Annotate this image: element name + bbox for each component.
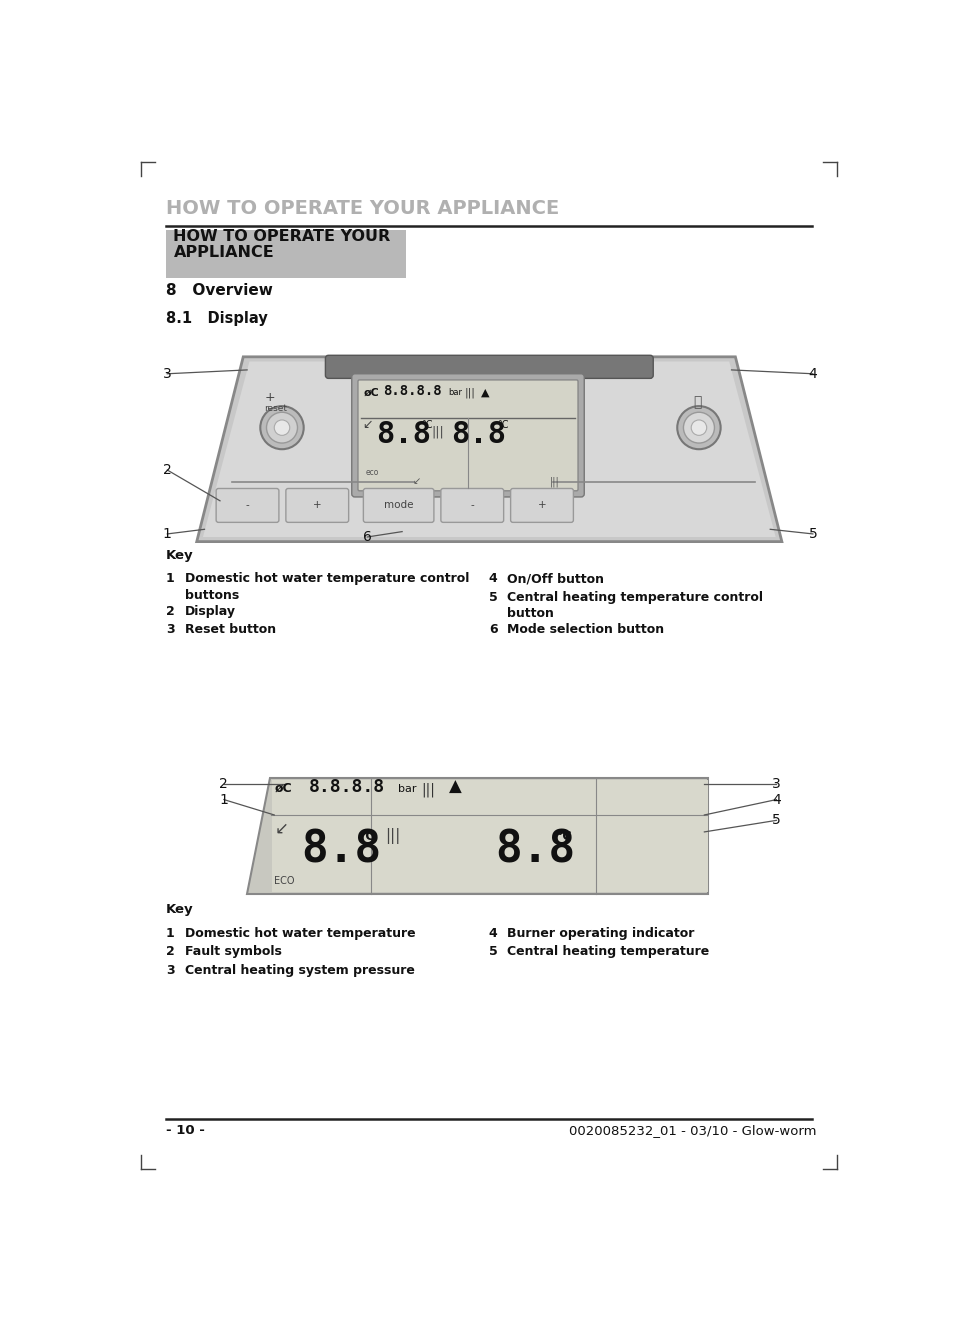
FancyBboxPatch shape <box>352 374 583 497</box>
Text: °C: °C <box>359 829 375 842</box>
Text: ⏻: ⏻ <box>693 395 701 409</box>
Text: 6: 6 <box>362 530 372 544</box>
Text: 3: 3 <box>166 623 174 637</box>
Text: reset: reset <box>264 403 287 413</box>
Text: 6: 6 <box>488 623 497 637</box>
Text: 3: 3 <box>771 778 780 791</box>
Text: 5: 5 <box>771 813 780 828</box>
Circle shape <box>677 406 720 449</box>
Text: mode: mode <box>383 501 413 510</box>
Text: APPLIANCE: APPLIANCE <box>173 245 274 260</box>
Text: Central heating temperature: Central heating temperature <box>506 945 708 958</box>
FancyBboxPatch shape <box>272 779 707 892</box>
Text: Burner operating indicator: Burner operating indicator <box>506 927 694 940</box>
Text: 8.8: 8.8 <box>451 420 505 449</box>
Text: 4: 4 <box>807 366 817 381</box>
Circle shape <box>266 413 297 443</box>
Text: 1: 1 <box>166 572 174 585</box>
Text: 8.8.8.8: 8.8.8.8 <box>382 385 441 398</box>
Text: Fault symbols: Fault symbols <box>185 945 282 958</box>
FancyBboxPatch shape <box>363 489 434 522</box>
Text: øC: øC <box>363 387 378 397</box>
Text: øC: øC <box>274 782 293 795</box>
Text: |||: ||| <box>421 783 435 797</box>
Text: 8.8.8.8: 8.8.8.8 <box>309 778 385 796</box>
Text: |||: ||| <box>431 426 444 439</box>
Text: °C: °C <box>557 829 572 842</box>
Text: 8.1   Display: 8.1 Display <box>166 311 267 326</box>
Text: 5: 5 <box>488 590 497 604</box>
Text: -: - <box>245 501 249 510</box>
Text: ECO: ECO <box>274 876 294 886</box>
FancyBboxPatch shape <box>286 489 348 522</box>
Text: °C: °C <box>421 419 433 430</box>
FancyBboxPatch shape <box>510 489 573 522</box>
Text: Central heating system pressure: Central heating system pressure <box>185 963 415 977</box>
Text: ↙: ↙ <box>362 418 373 431</box>
Text: 1: 1 <box>219 792 228 807</box>
Text: Central heating temperature control
button: Central heating temperature control butt… <box>506 590 762 621</box>
Text: Domestic hot water temperature control
buttons: Domestic hot water temperature control b… <box>185 572 469 602</box>
Text: 8.8: 8.8 <box>376 420 431 449</box>
Text: 4: 4 <box>488 927 497 940</box>
Text: Key: Key <box>166 903 193 916</box>
Text: +: + <box>313 501 321 510</box>
Text: +: + <box>265 390 275 403</box>
Text: bar: bar <box>448 389 462 397</box>
Text: |||: ||| <box>385 828 400 844</box>
Text: 4: 4 <box>488 572 497 585</box>
Text: ▲: ▲ <box>448 778 461 796</box>
Text: HOW TO OPERATE YOUR APPLIANCE: HOW TO OPERATE YOUR APPLIANCE <box>166 199 558 217</box>
FancyBboxPatch shape <box>440 489 503 522</box>
Text: ▲: ▲ <box>480 387 489 397</box>
Text: 4: 4 <box>771 792 780 807</box>
Circle shape <box>682 413 714 443</box>
Polygon shape <box>203 361 775 536</box>
Text: eco: eco <box>365 468 378 477</box>
Text: 0020085232_01 - 03/10 - Glow-worm: 0020085232_01 - 03/10 - Glow-worm <box>568 1124 816 1136</box>
FancyBboxPatch shape <box>325 356 653 378</box>
Text: HOW TO OPERATE YOUR: HOW TO OPERATE YOUR <box>173 229 391 244</box>
Text: °C: °C <box>497 419 508 430</box>
Circle shape <box>260 406 303 449</box>
Text: Key: Key <box>166 548 193 561</box>
Text: Mode selection button: Mode selection button <box>506 623 663 637</box>
Text: 2: 2 <box>166 605 174 618</box>
Polygon shape <box>196 357 781 542</box>
Text: 3: 3 <box>166 963 174 977</box>
Text: Domestic hot water temperature: Domestic hot water temperature <box>185 927 416 940</box>
Text: 8.8: 8.8 <box>301 829 381 871</box>
Text: 8   Overview: 8 Overview <box>166 283 273 298</box>
FancyBboxPatch shape <box>357 380 578 490</box>
Text: Reset button: Reset button <box>185 623 276 637</box>
Polygon shape <box>247 778 707 894</box>
Circle shape <box>691 420 706 435</box>
Text: ↙: ↙ <box>412 477 420 486</box>
Text: 5: 5 <box>488 945 497 958</box>
Text: Display: Display <box>185 605 236 618</box>
Text: bar: bar <box>397 784 416 793</box>
Text: ↙: ↙ <box>274 820 288 837</box>
Text: +: + <box>537 501 546 510</box>
Text: |||: ||| <box>550 477 559 488</box>
Text: 2: 2 <box>163 463 172 477</box>
Text: 2: 2 <box>219 778 228 791</box>
Text: On/Off button: On/Off button <box>506 572 603 585</box>
Text: 1: 1 <box>166 927 174 940</box>
Text: 8.8: 8.8 <box>495 829 575 871</box>
Circle shape <box>274 420 290 435</box>
Text: 1: 1 <box>163 527 172 540</box>
Text: |||: ||| <box>464 387 476 398</box>
Text: -: - <box>470 501 474 510</box>
Text: 5: 5 <box>807 527 817 540</box>
Text: 3: 3 <box>163 366 172 381</box>
FancyBboxPatch shape <box>166 229 406 278</box>
FancyBboxPatch shape <box>216 489 278 522</box>
Text: 2: 2 <box>166 945 174 958</box>
Text: - 10 -: - 10 - <box>166 1124 204 1136</box>
